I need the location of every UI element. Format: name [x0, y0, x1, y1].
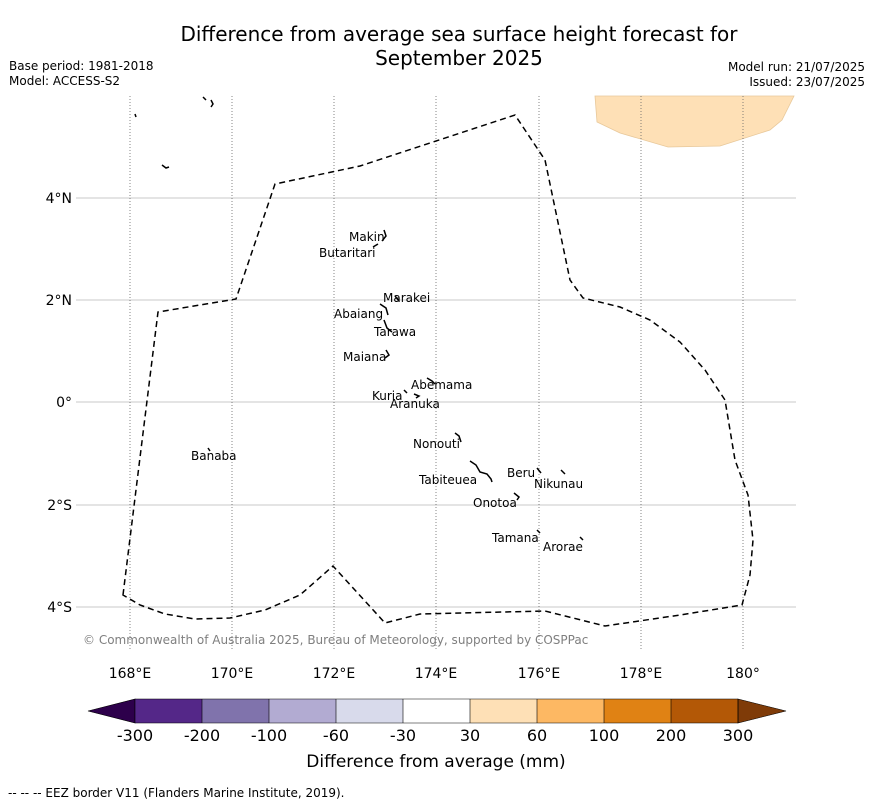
colorbar-tick: -30: [390, 726, 416, 745]
issued-date: Issued: 23/07/2025: [749, 75, 865, 89]
lat-label: 2°S: [47, 498, 72, 514]
colorbar-bin: [604, 699, 671, 723]
anomaly-patch-30-60: [594, 95, 795, 148]
lon-label: 176°E: [518, 666, 561, 682]
island-label: Makin: [349, 230, 385, 244]
lat-label: 4°N: [46, 191, 72, 207]
island-label: Maiana: [343, 350, 386, 364]
colorbar-bin: [269, 699, 336, 723]
lon-gridlines: [129, 96, 744, 650]
lon-label: 170°E: [211, 666, 254, 682]
island-label: Abaiang: [334, 307, 383, 321]
island-label: Nikunau: [534, 477, 583, 491]
colorbar-tick: -60: [323, 726, 349, 745]
colorbar-bin: [135, 699, 202, 723]
colorbar-bin: [537, 699, 604, 723]
island-label: Tamana: [491, 531, 539, 545]
colorbar-over-arrow: [737, 698, 787, 724]
lon-label: 180°: [726, 666, 760, 682]
lon-label: 174°E: [415, 666, 458, 682]
map-title: Difference from average sea surface heig…: [0, 22, 873, 70]
title-line-1: Difference from average sea surface heig…: [180, 22, 738, 46]
lon-label: 178°E: [620, 666, 663, 682]
colorbar-tick: 100: [589, 726, 620, 745]
island-label: Kuria: [372, 389, 403, 403]
island-label: Tabiteuea: [418, 473, 477, 487]
colorbar-under-arrow: [87, 698, 136, 724]
title-line-2: September 2025: [375, 46, 543, 70]
colorbar-tick: 60: [527, 726, 547, 745]
base-period: Base period: 1981-2018: [9, 59, 154, 73]
colorbar-bin: [671, 699, 738, 723]
lat-label: 0°: [56, 395, 72, 411]
lon-label: 168°E: [109, 666, 152, 682]
colorbar-tick: 300: [723, 726, 754, 745]
island-label: Tarawa: [373, 325, 416, 339]
island-label: Marakei: [383, 291, 430, 305]
eez-border: [122, 114, 754, 627]
model-info: Base period: 1981-2018 Model: ACCESS-S2: [9, 59, 154, 89]
island-label: Arorae: [543, 540, 583, 554]
colorbar-tick: -200: [184, 726, 220, 745]
model-name: Model: ACCESS-S2: [9, 74, 121, 88]
lat-axis-labels: 4°N 2°N 0° 2°S 4°S: [46, 191, 73, 616]
copyright-notice: © Commonwealth of Australia 2025, Bureau…: [83, 633, 588, 647]
colorbar-bin: [403, 699, 470, 723]
colorbar-label: Difference from average (mm): [306, 752, 565, 772]
lat-label: 4°S: [47, 600, 72, 616]
lat-label: 2°N: [46, 293, 72, 309]
lon-label: 172°E: [313, 666, 356, 682]
colorbar-bin: [470, 699, 537, 723]
colorbar-bin: [336, 699, 403, 723]
colorbar: -300 -200 -100 -60 -30 30 60 100 200 300…: [87, 698, 787, 772]
island-label: Beru: [507, 466, 535, 480]
colorbar-tick: -100: [251, 726, 287, 745]
colorbar-tick: 200: [656, 726, 687, 745]
island-shapes: [134, 96, 584, 541]
island-labels: Makin Butaritari Marakei Abaiang Tarawa …: [191, 230, 583, 554]
island-label: Nonouti: [413, 437, 460, 451]
plot-area: Makin Butaritari Marakei Abaiang Tarawa …: [46, 95, 796, 682]
run-info: Model run: 21/07/2025 Issued: 23/07/2025: [728, 60, 865, 90]
island-label: Aranuka: [390, 397, 440, 411]
colorbar-tick: 30: [460, 726, 480, 745]
model-run: Model run: 21/07/2025: [727, 60, 865, 74]
colorbar-tick: -300: [117, 726, 153, 745]
eez-footnote: -- -- -- EEZ border V11 (Flanders Marine…: [8, 786, 345, 800]
lon-axis-labels: 168°E 170°E 172°E 174°E 176°E 178°E 180°: [109, 666, 760, 682]
island-label: Abemama: [411, 378, 472, 392]
island-label: Onotoa: [473, 496, 517, 510]
colorbar-bin: [202, 699, 269, 723]
colorbar-ticks: -300 -200 -100 -60 -30 30 60 100 200 300: [117, 726, 753, 745]
island-label: Butaritari: [319, 246, 376, 260]
island-label: Banaba: [191, 449, 237, 463]
